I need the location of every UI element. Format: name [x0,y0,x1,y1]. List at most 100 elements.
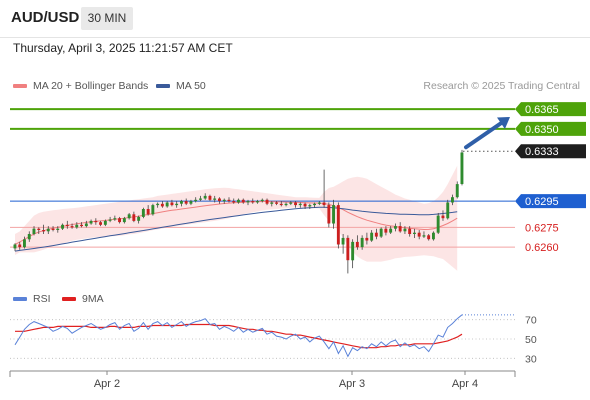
timeframe-button[interactable]: 30 MIN [81,7,133,30]
legend-ma50: MA 50 [156,80,206,92]
candle-body-up [222,199,226,202]
candle-body-up [270,202,274,204]
candle [175,201,179,208]
candle-body-up [360,237,364,248]
candle-body-down [251,201,255,203]
bollinger-band-fill [15,165,458,271]
candle-body-up [389,228,393,233]
candle [436,212,440,234]
rsi-tick-label: 70 [525,315,537,327]
candle-body-down [37,228,41,230]
candle-body-down [94,220,98,223]
candle [103,219,107,227]
candle-body-up [256,201,259,203]
candle [265,198,269,206]
bollinger-band-layer [15,165,458,271]
candle [160,201,164,208]
candle [18,241,22,250]
candle [99,220,102,227]
candle-body-up [313,203,316,206]
candle [203,193,207,200]
candle [394,223,397,232]
candle [379,227,383,238]
candle-body-down [275,202,278,204]
rsi-line [14,314,463,358]
candle [141,207,145,219]
attribution: Research © 2025 Trading Central [423,80,580,92]
legend-rsi: RSI [13,293,51,305]
candle [37,227,41,234]
candle-body-down [441,215,445,219]
candle [408,226,412,237]
candle-body-up [260,199,264,202]
candle [118,216,121,224]
candle [65,220,69,229]
candle-body-up [289,202,293,204]
candle [336,202,340,249]
candle-body-up [351,241,355,261]
candle [317,201,321,206]
chart-header: AUD/USD 30 MIN [0,0,590,38]
candle-body-down [51,228,55,230]
rsi-panel: 70 50 30 [10,314,537,365]
candle-body-up [237,199,240,203]
time-axis: Apr 2 Apr 3 Apr 4 [9,370,516,390]
candle [389,226,393,234]
candle-body-up [189,201,193,204]
candle-body-up [122,218,126,223]
price-tag-label: 0.6275 [525,222,559,234]
candle [222,198,226,204]
candle-body-up [46,228,50,232]
candle [237,198,240,204]
candle-body-up [317,202,321,204]
candle-body-down [303,203,307,207]
candle [417,230,421,240]
candle-body-down [184,201,188,204]
candle [132,211,136,223]
candle-body-up [194,199,198,202]
candle [122,216,126,224]
candle-body-up [127,214,131,219]
candle [351,239,355,269]
price-tag-0.6365: 0.6365 [515,102,586,117]
price-tag-label: 0.6260 [525,242,559,254]
rsi-tick-label: 50 [525,334,537,346]
candle-body-up [284,203,288,206]
price-tag-label: 0.6350 [525,124,559,136]
ma20-line [14,201,458,245]
candle-body-up [379,228,383,237]
candle-body-down [346,237,350,261]
candle [455,181,459,199]
candle-body-up [56,228,60,230]
candle [432,231,435,241]
candle [275,201,278,206]
candle-body-down [146,209,150,215]
candle [284,202,288,207]
price-tag-0.6350: 0.6350 [515,121,586,136]
candle-body-up [460,152,464,184]
candle-body-down [241,199,245,203]
price-tags-layer: 0.6365 0.6350 0.6333 0.6295 0.6275 0.6260 [515,102,586,254]
candle-body-up [203,195,207,199]
candle-body-down [427,235,431,240]
legend-ma20: MA 20 + Bollinger Bands [13,80,148,92]
candle-body-down [232,201,236,203]
candle-body-up [156,203,160,206]
candle-body-down [99,222,102,225]
candle [113,215,117,221]
candle [75,222,79,229]
candle [184,198,188,206]
candle-body-down [398,226,402,232]
candle-body-down [80,224,83,227]
candle-body-up [75,224,79,228]
candle-body-up [137,216,141,221]
candle [127,212,131,220]
candle [56,226,60,233]
candle [251,198,255,204]
candle [32,226,36,236]
candle-body-up [246,201,250,203]
candle [165,201,169,208]
candle [232,198,236,204]
candle [89,219,93,225]
